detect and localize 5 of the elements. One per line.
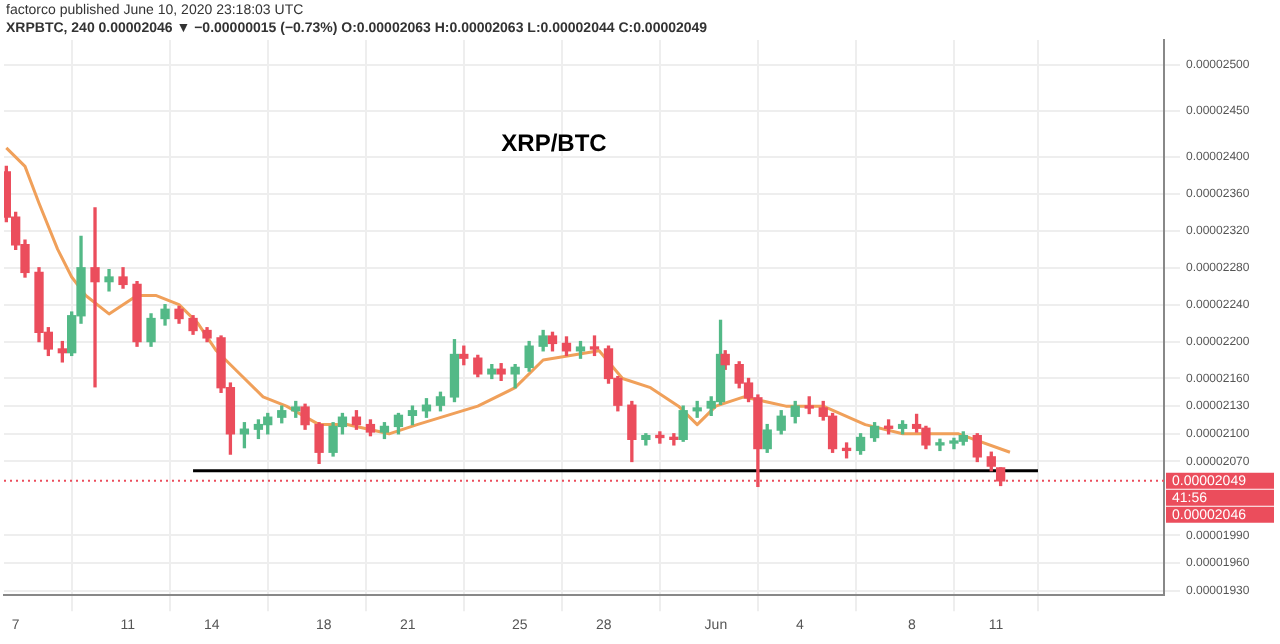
candlestick: [104, 268, 114, 292]
candlestick: [669, 433, 679, 446]
candlestick: [655, 431, 665, 444]
text: XRP/BTC: [501, 128, 608, 157]
candlestick: [90, 207, 100, 388]
